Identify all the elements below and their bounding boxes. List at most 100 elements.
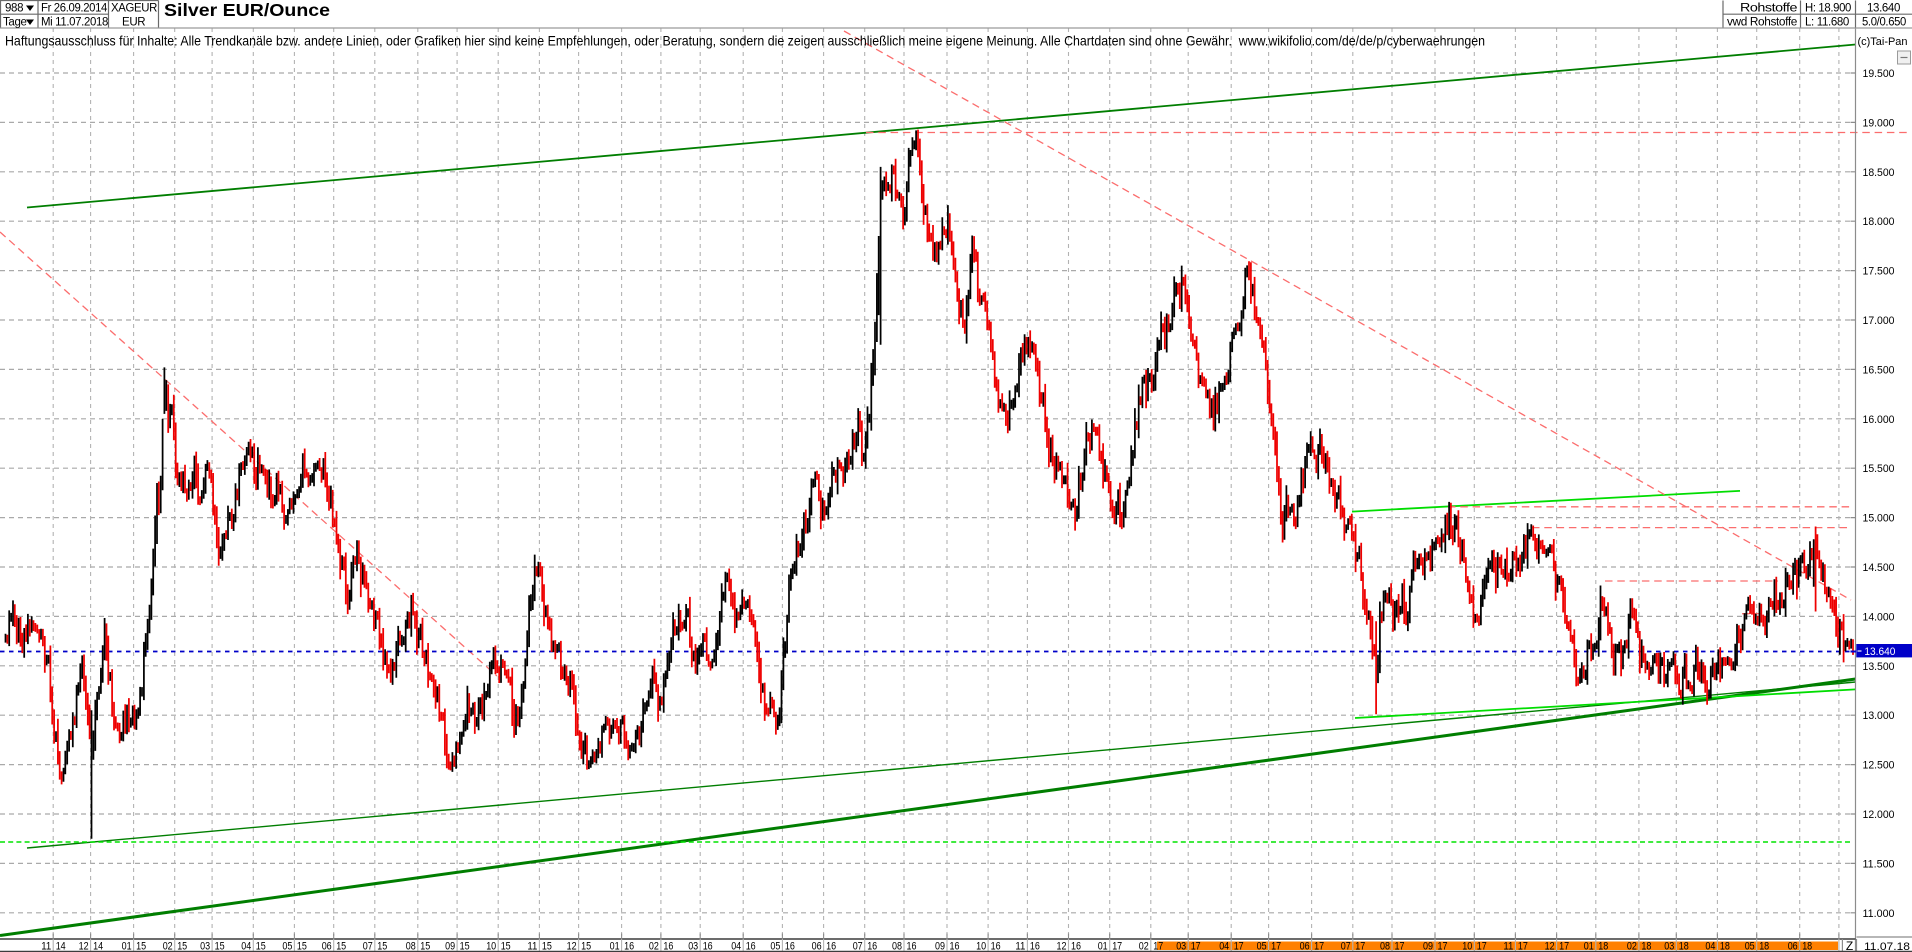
svg-text:vwd Rohstoffe: vwd Rohstoffe [1727, 17, 1797, 29]
svg-text:13.640: 13.640 [1864, 646, 1895, 658]
svg-text:19.500: 19.500 [1863, 68, 1895, 80]
svg-text:16: 16 [1071, 941, 1081, 952]
svg-text:15: 15 [336, 941, 346, 952]
svg-text:Z: Z [1846, 939, 1853, 952]
svg-text:17.000: 17.000 [1863, 315, 1895, 327]
svg-text:01: 01 [122, 941, 132, 952]
svg-text:05: 05 [282, 941, 292, 952]
svg-text:07: 07 [363, 941, 373, 952]
svg-text:09: 09 [935, 941, 945, 952]
svg-text:15: 15 [377, 941, 387, 952]
svg-text:5.0/0.650: 5.0/0.650 [1862, 17, 1906, 29]
svg-text:07: 07 [1341, 941, 1351, 952]
svg-text:(c)Tai-Pan: (c)Tai-Pan [1858, 36, 1908, 48]
svg-text:15: 15 [581, 941, 591, 952]
svg-text:15: 15 [256, 941, 266, 952]
svg-text:16: 16 [867, 941, 877, 952]
svg-text:16: 16 [1030, 941, 1040, 952]
svg-text:01: 01 [1098, 941, 1108, 952]
svg-text:17: 17 [1314, 941, 1324, 952]
svg-text:10: 10 [486, 941, 496, 952]
svg-text:Tage: Tage [3, 17, 27, 29]
svg-text:06: 06 [812, 941, 822, 952]
svg-text:05: 05 [1257, 941, 1267, 952]
svg-text:07: 07 [853, 941, 863, 952]
svg-text:17: 17 [1395, 941, 1405, 952]
svg-text:02: 02 [1139, 941, 1149, 952]
svg-text:17: 17 [1153, 941, 1163, 952]
svg-text:03: 03 [688, 941, 698, 952]
svg-text:09: 09 [445, 941, 455, 952]
svg-text:03: 03 [1176, 941, 1186, 952]
svg-text:01: 01 [610, 941, 620, 952]
svg-text:15: 15 [215, 941, 225, 952]
svg-text:15: 15 [177, 941, 187, 952]
svg-text:12: 12 [79, 941, 89, 952]
svg-text:06: 06 [1300, 941, 1310, 952]
svg-text:11.500: 11.500 [1863, 858, 1895, 870]
svg-text:08: 08 [1380, 941, 1390, 952]
svg-text:18: 18 [1802, 941, 1812, 952]
svg-text:14: 14 [93, 941, 103, 952]
svg-text:17: 17 [1438, 941, 1448, 952]
svg-text:11: 11 [41, 941, 51, 952]
svg-text:17.500: 17.500 [1863, 266, 1895, 278]
svg-text:16.500: 16.500 [1863, 364, 1895, 376]
svg-text:13.640: 13.640 [1867, 3, 1900, 15]
svg-text:16: 16 [663, 941, 673, 952]
svg-text:Silver EUR/Ounce: Silver EUR/Ounce [164, 0, 330, 20]
svg-text:13.500: 13.500 [1863, 661, 1895, 673]
svg-text:L: 11.680: L: 11.680 [1805, 17, 1849, 29]
svg-text:13.000: 13.000 [1863, 710, 1895, 722]
svg-text:15.000: 15.000 [1863, 513, 1895, 525]
svg-text:04: 04 [241, 941, 251, 952]
svg-text:14.000: 14.000 [1863, 611, 1895, 623]
svg-text:14.500: 14.500 [1863, 562, 1895, 574]
svg-text:09: 09 [1423, 941, 1433, 952]
svg-text:12: 12 [1545, 941, 1555, 952]
svg-text:16: 16 [991, 941, 1001, 952]
svg-text:18: 18 [1679, 941, 1689, 952]
svg-text:17: 17 [1271, 941, 1281, 952]
svg-text:16: 16 [624, 941, 634, 952]
svg-text:16: 16 [785, 941, 795, 952]
svg-text:15: 15 [420, 941, 430, 952]
svg-text:12.500: 12.500 [1863, 760, 1895, 772]
svg-text:05: 05 [1745, 941, 1755, 952]
svg-text:Mi 11.07.2018: Mi 11.07.2018 [41, 17, 108, 29]
svg-text:18: 18 [1641, 941, 1651, 952]
svg-text:Fr 26.09.2014: Fr 26.09.2014 [41, 3, 108, 15]
svg-text:02: 02 [163, 941, 173, 952]
svg-text:11.07.18: 11.07.18 [1864, 941, 1910, 952]
svg-text:Haftungsausschluss für Inhalte: Haftungsausschluss für Inhalte: Alle Tre… [5, 34, 1485, 49]
svg-text:06: 06 [322, 941, 332, 952]
svg-text:16.000: 16.000 [1863, 414, 1895, 426]
svg-text:15: 15 [460, 941, 470, 952]
svg-text:18: 18 [1598, 941, 1608, 952]
svg-text:15: 15 [542, 941, 552, 952]
svg-text:Rohstoffe: Rohstoffe [1740, 3, 1797, 15]
svg-text:18.500: 18.500 [1863, 167, 1895, 179]
svg-text:988: 988 [5, 3, 23, 15]
svg-text:17: 17 [1112, 941, 1122, 952]
svg-text:15: 15 [297, 941, 307, 952]
svg-text:17: 17 [1477, 941, 1487, 952]
svg-text:16: 16 [907, 941, 917, 952]
svg-text:XAGEUR: XAGEUR [111, 3, 157, 15]
svg-text:02: 02 [649, 941, 659, 952]
svg-text:18: 18 [1720, 941, 1730, 952]
svg-text:03: 03 [1664, 941, 1674, 952]
svg-text:19.000: 19.000 [1863, 117, 1895, 129]
svg-text:12: 12 [1057, 941, 1067, 952]
svg-text:11: 11 [527, 941, 537, 952]
svg-text:04: 04 [1219, 941, 1229, 952]
svg-text:17: 17 [1191, 941, 1201, 952]
svg-text:16: 16 [746, 941, 756, 952]
svg-text:EUR: EUR [122, 17, 145, 29]
svg-text:17: 17 [1559, 941, 1569, 952]
svg-text:05: 05 [770, 941, 780, 952]
svg-text:16: 16 [826, 941, 836, 952]
svg-text:15.500: 15.500 [1863, 463, 1895, 475]
svg-text:12.000: 12.000 [1863, 809, 1895, 821]
svg-text:10: 10 [1462, 941, 1472, 952]
